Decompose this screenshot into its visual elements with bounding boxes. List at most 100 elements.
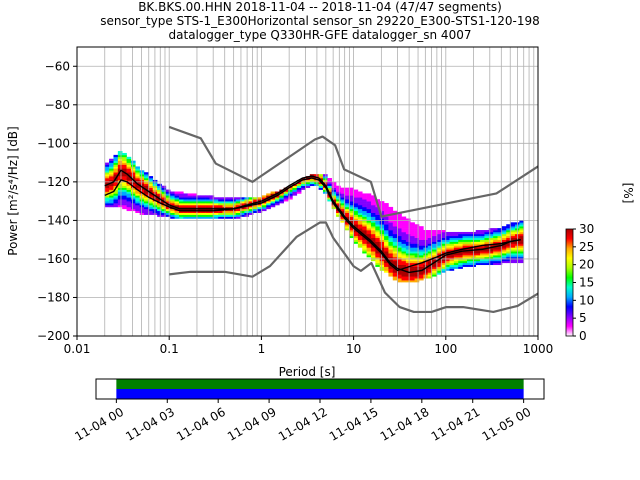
heatmap-cell (397, 280, 402, 283)
heatmap-cell (501, 249, 507, 252)
heatmap-cell (366, 220, 372, 223)
heatmap-cell (253, 197, 258, 200)
heatmap-cell (506, 251, 511, 254)
heatmap-cell (392, 243, 398, 246)
heatmap-cell (192, 204, 197, 208)
grid-layer (76, 47, 538, 337)
heatmap-cell (405, 257, 411, 260)
axis-layer: 0.01 0.1 1 10 100 1000−200−180−160−140−120−10… (37, 59, 553, 356)
heatmap-cell (266, 203, 271, 206)
heatmap-cell (218, 206, 223, 210)
heatmap-cell (449, 260, 455, 264)
heatmap-cell (165, 195, 171, 198)
heatmap-cell (458, 255, 463, 258)
heatmap-cell (493, 228, 498, 231)
heatmap-cell (218, 203, 223, 206)
heatmap-cell (235, 210, 241, 213)
heatmap-cell (366, 212, 372, 215)
heatmap-cell (226, 214, 232, 217)
heatmap-cell (519, 231, 525, 235)
heatmap-cell (117, 201, 123, 204)
heatmap-cell (161, 191, 167, 194)
heatmap-cell (388, 210, 394, 213)
heatmap-cell (353, 199, 359, 202)
heatmap-cell (292, 187, 298, 190)
heatmap-cell (445, 264, 450, 267)
heatmap-cell (405, 239, 411, 242)
heatmap-cell (353, 224, 359, 227)
heatmap-cell (497, 235, 503, 239)
heatmap-cell (484, 230, 490, 233)
heatmap-cell (130, 181, 136, 185)
heatmap-cell (392, 220, 398, 223)
heatmap-cell (165, 208, 171, 212)
heatmap-cell (384, 266, 389, 269)
heatmap-cell (148, 204, 154, 208)
heatmap-cell (362, 247, 367, 250)
heatmap-cell (414, 249, 420, 252)
heatmap-cell (344, 216, 350, 219)
heatmap-cell (410, 231, 415, 235)
heatmap-cell (366, 230, 372, 233)
heatmap-cell (336, 201, 341, 204)
heatmap-cell (357, 201, 363, 204)
heatmap-cell (488, 245, 494, 248)
heatmap-cell (440, 260, 446, 264)
heatmap-cell (148, 183, 154, 187)
heatmap-cell (331, 195, 337, 198)
heatmap-cell (384, 251, 389, 254)
heatmap-cell (187, 208, 193, 212)
heatmap-cell (196, 204, 202, 208)
heatmap-cell (288, 197, 293, 200)
heatmap-cell (427, 266, 433, 269)
heatmap-cell (148, 212, 154, 215)
heatmap-cell (205, 204, 210, 208)
heatmap-cell (353, 201, 359, 204)
heatmap-cell (183, 204, 188, 208)
heatmap-cell (344, 191, 350, 194)
heatmap-cell (405, 262, 411, 266)
heatmap-cell (384, 262, 389, 266)
heatmap-cell (397, 243, 402, 246)
heatmap-cell (318, 176, 324, 179)
heatmap-cell (501, 233, 507, 237)
heatmap-cell (375, 253, 380, 256)
heatmap-cell (135, 191, 140, 194)
heatmap-cell (379, 239, 385, 242)
heatmap-cell (370, 208, 376, 212)
heatmap-cell (458, 249, 463, 252)
heatmap-cell (519, 235, 525, 239)
heatmap-cell (362, 231, 367, 235)
heatmap-cell (519, 228, 525, 231)
heatmap-cell (174, 203, 180, 206)
heatmap-cell (458, 239, 463, 242)
heatmap-cell (226, 212, 232, 215)
heatmap-cell (414, 237, 420, 240)
heatmap-cell (130, 201, 136, 204)
heatmap-cell (414, 255, 420, 258)
heatmap-cell (410, 257, 415, 260)
heatmap-cell (144, 185, 149, 188)
heatmap-cell (466, 262, 472, 266)
heatmap-cell (449, 262, 455, 266)
heatmap-cell (379, 222, 385, 225)
heatmap-cell (453, 264, 459, 267)
heatmap-cell (122, 206, 127, 210)
heatmap-cell (174, 191, 180, 194)
heatmap-cell (279, 195, 284, 198)
heatmap-cell (144, 187, 149, 190)
heatmap-cell (440, 235, 446, 239)
heatmap-cell (170, 203, 175, 206)
heatmap-cell (139, 201, 145, 204)
heatmap-cell (384, 247, 389, 250)
heatmap-cell (117, 185, 123, 188)
heatmap-cell (488, 230, 494, 233)
heatmap-cell (336, 193, 341, 196)
heatmap-cell (109, 183, 114, 187)
heatmap-cell (436, 264, 442, 267)
heatmap-cell (161, 204, 167, 208)
heatmap-cell (130, 187, 136, 190)
heatmap-cell (445, 257, 450, 260)
heatmap-cell (519, 222, 525, 225)
heatmap-cell (283, 193, 289, 196)
